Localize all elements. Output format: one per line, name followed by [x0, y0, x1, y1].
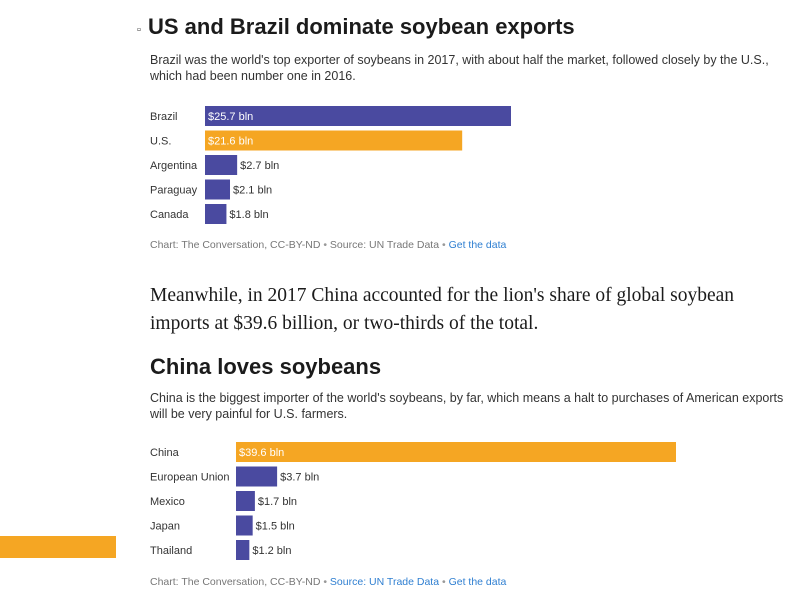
value-label: $1.8 bln [229, 209, 268, 221]
source-data-link[interactable]: Source: UN Trade Data [329, 576, 440, 588]
value-label: $2.7 bln [240, 160, 279, 172]
category-label: Japan [150, 521, 180, 533]
category-label: U.S. [150, 136, 171, 148]
bar [236, 491, 255, 511]
value-label: $3.7 bln [280, 472, 319, 484]
value-label: $21.6 bln [208, 136, 253, 148]
value-label: $39.6 bln [239, 447, 284, 459]
bar [236, 515, 253, 536]
decorative-bar [0, 536, 116, 558]
category-label: Paraguay [150, 185, 198, 197]
separator-dot: • [323, 239, 330, 251]
bar [205, 106, 511, 126]
source-data: Source: UN Trade Data [329, 239, 440, 251]
category-label: Canada [150, 209, 189, 221]
chart-title: China loves soybeans [150, 354, 382, 379]
value-label: $1.7 bln [258, 496, 297, 508]
value-label: $1.5 bln [256, 521, 295, 533]
chart-source: Chart: The Conversation, CC-BY-ND • Sour… [150, 239, 506, 251]
bar [205, 155, 238, 175]
category-label: Brazil [150, 111, 178, 123]
category-label: European Union [150, 472, 230, 484]
bar [205, 204, 227, 224]
bar [236, 540, 250, 560]
source-credit: Chart: The Conversation, CC-BY-ND [150, 239, 321, 251]
get-the-data-link[interactable]: Get the data [448, 239, 507, 251]
value-label: $25.7 bln [208, 111, 253, 123]
chart-title: US and Brazil dominate soybean exports [148, 14, 575, 39]
bar [205, 130, 463, 151]
chart-subtitle: China is the biggest importer of the wor… [150, 391, 784, 421]
bookmark-icon: ▫ [137, 24, 141, 36]
source-credit: Chart: The Conversation, CC-BY-ND [150, 576, 321, 588]
chart-subtitle: Brazil was the world's top exporter of s… [150, 53, 769, 83]
value-label: $1.2 bln [252, 545, 291, 557]
category-label: Mexico [150, 496, 185, 508]
separator-dot: • [441, 576, 449, 588]
bar [236, 466, 278, 487]
exports-bar-chart: Brazil $25.7 bln U.S. $21.6 bln Argentina $2.… [150, 106, 511, 224]
chart-source: Chart: The Conversation, CC-BY-ND • Sour… [150, 576, 506, 588]
bar [236, 442, 676, 462]
separator-dot: • [323, 576, 330, 588]
separator-dot: • [441, 239, 449, 251]
value-label: $2.1 bln [233, 185, 272, 197]
category-label: China [150, 447, 180, 459]
category-label: Argentina [150, 160, 198, 172]
body-paragraph: Meanwhile, in 2017 China accounted for t… [150, 285, 735, 334]
category-label: Thailand [150, 545, 192, 557]
bar [205, 179, 231, 200]
get-the-data-link[interactable]: Get the data [448, 576, 507, 588]
imports-bar-chart: China $39.6 bln European Union $3.7 bln Mexi… [150, 442, 676, 560]
